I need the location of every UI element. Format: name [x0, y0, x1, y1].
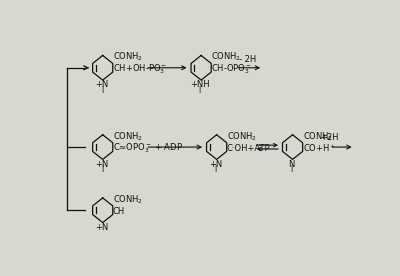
Text: C≈OPO$_3^-$ + ADP: C≈OPO$_3^-$ + ADP — [113, 142, 183, 155]
Text: I: I — [215, 165, 217, 174]
Text: +N: +N — [95, 160, 108, 169]
Text: I: I — [291, 165, 293, 174]
Text: C·OH+ATP: C·OH+ATP — [227, 144, 270, 153]
Text: - 2H: - 2H — [239, 55, 256, 64]
Text: +N: +N — [95, 80, 108, 89]
Text: I: I — [198, 86, 201, 95]
Text: CONH$_2$: CONH$_2$ — [227, 130, 257, 142]
Text: +N: +N — [95, 223, 108, 232]
Text: CONH$_2$: CONH$_2$ — [113, 193, 143, 206]
Text: CH: CH — [113, 207, 125, 216]
Text: CONH$_2$: CONH$_2$ — [113, 51, 143, 63]
Text: CONH$_2$: CONH$_2$ — [303, 130, 333, 142]
Text: I: I — [101, 86, 103, 95]
Text: +N: +N — [209, 160, 222, 169]
Text: CH+OH-PO$_3^-$: CH+OH-PO$_3^-$ — [113, 63, 167, 76]
Text: CONH$_2$: CONH$_2$ — [113, 130, 143, 142]
Text: CO+H$^+$: CO+H$^+$ — [303, 143, 336, 155]
Text: CH-OPO$_3^-$: CH-OPO$_3^-$ — [211, 63, 252, 76]
Text: +NH: +NH — [190, 80, 209, 89]
Text: +2H: +2H — [320, 133, 338, 142]
Text: CONH$_2$: CONH$_2$ — [211, 51, 241, 63]
Text: N: N — [289, 160, 295, 169]
Text: I: I — [101, 165, 103, 174]
